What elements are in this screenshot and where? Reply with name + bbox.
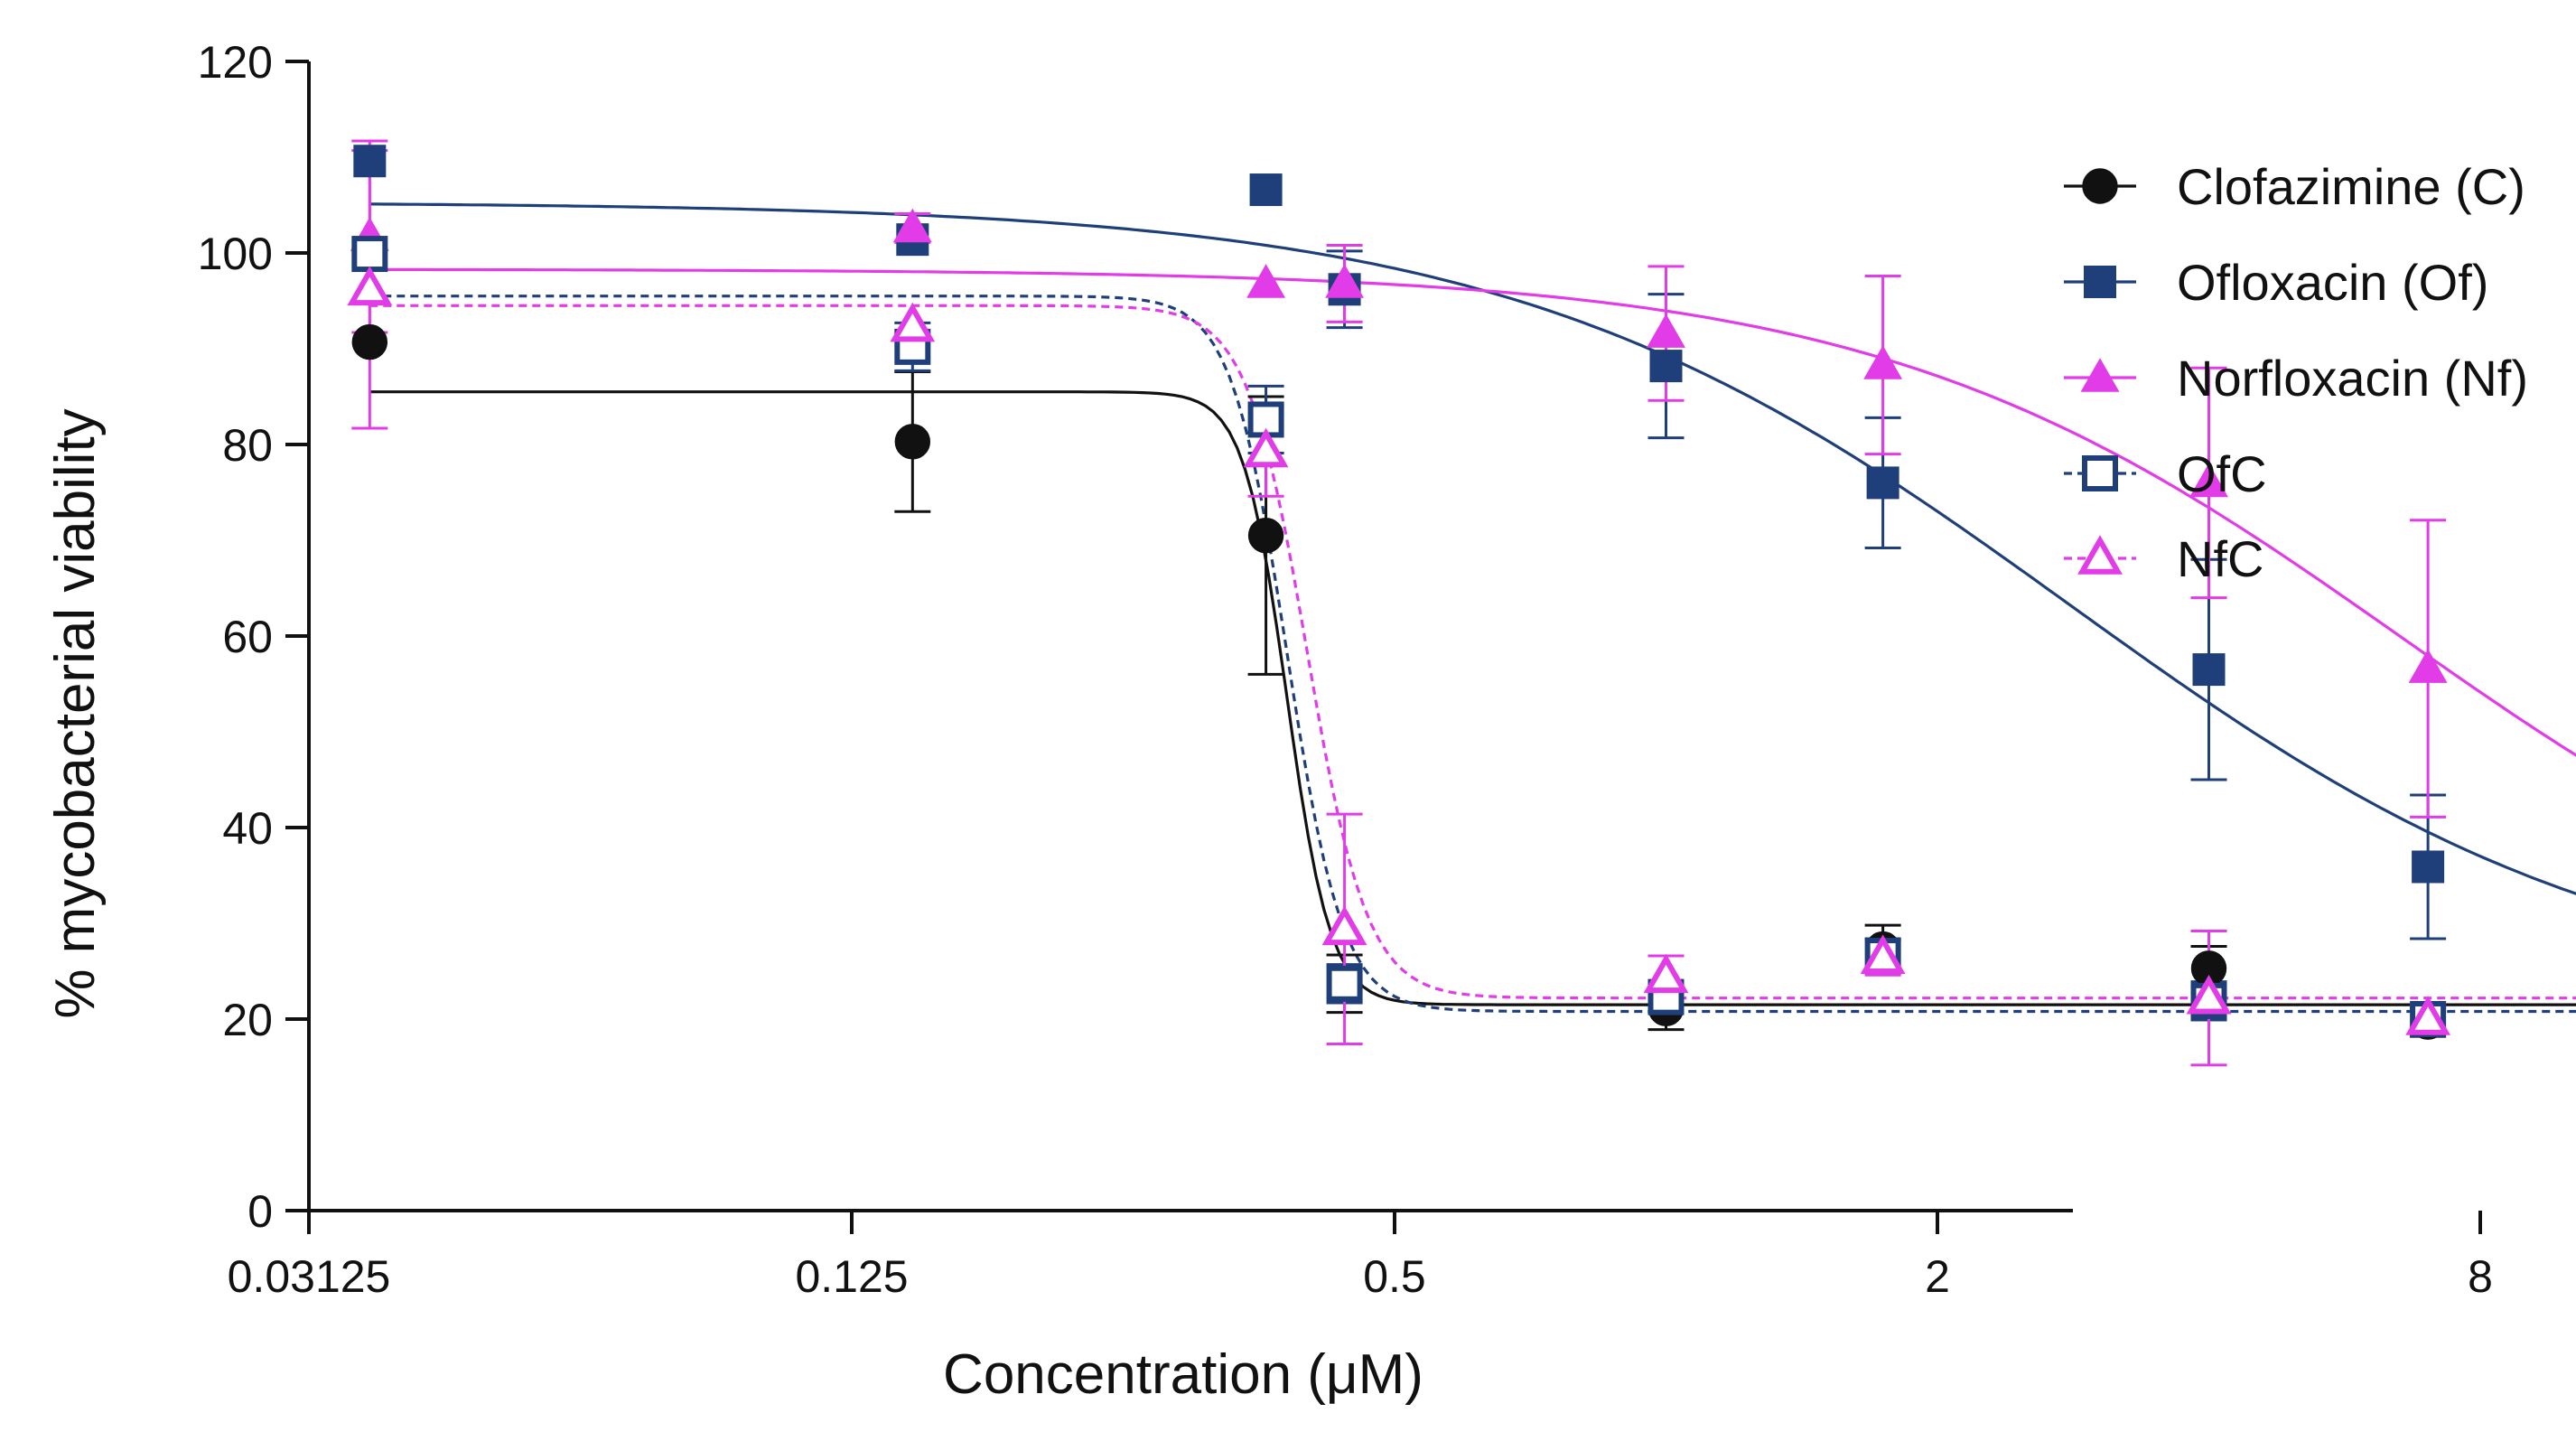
data-point [347, 266, 393, 306]
data-point [1647, 313, 1685, 348]
legend-label: Clofazimine (C) [2177, 158, 2525, 215]
data-point [1863, 345, 1903, 379]
data-point [2186, 974, 2232, 1015]
data-point [2192, 653, 2226, 687]
legend-label: OfC [2177, 445, 2267, 502]
fit-curve [369, 390, 2576, 1006]
data-point [2412, 850, 2445, 884]
data-point [1321, 905, 1367, 946]
legend: Clofazimine (C) Ofloxacin (Of) Norfloxacin… [2064, 158, 2528, 587]
data-points [347, 145, 2450, 1040]
y-tick-label: 20 [222, 995, 273, 1045]
fit-curve [369, 202, 2576, 895]
x-tick-label: 2 [1925, 1251, 1950, 1302]
x-tick-label: 0.125 [795, 1251, 908, 1302]
data-point [2408, 649, 2448, 683]
data-point [1326, 965, 1363, 1002]
data-point [1249, 173, 1283, 207]
data-point [351, 323, 388, 360]
x-tick-label: 0.03125 [228, 1251, 391, 1302]
data-point [1325, 264, 1365, 298]
data-point [1866, 466, 1899, 500]
data-point [351, 236, 388, 273]
legend-marker [2084, 266, 2116, 298]
data-point [1643, 953, 1689, 994]
data-point [353, 145, 387, 178]
y-tick-label: 40 [222, 803, 273, 854]
legend-marker [2080, 358, 2120, 392]
fit-curve [369, 295, 2576, 1014]
fit-curve [369, 304, 2576, 1000]
data-point [890, 302, 936, 342]
x-tick-label: 8 [2468, 1251, 2493, 1302]
fit-curves [369, 202, 2576, 1014]
y-tick-label: 0 [247, 1186, 273, 1237]
data-point [894, 424, 931, 460]
y-tick-label: 120 [198, 37, 273, 88]
y-tick-label: 100 [198, 229, 273, 279]
y-tick-label: 60 [222, 612, 273, 662]
data-point [1649, 350, 1683, 383]
legend-label: Ofloxacin (Of) [2177, 254, 2488, 311]
fit-curve [369, 267, 2576, 757]
data-point [1246, 264, 1286, 298]
legend-marker [2082, 455, 2118, 491]
data-point [1247, 518, 1284, 554]
legend-marker [2082, 168, 2118, 204]
data-point [2189, 463, 2228, 498]
data-point [2405, 996, 2450, 1035]
x-tick-label: 0.5 [1363, 1251, 1426, 1302]
y-axis-title: % mycobacterial viability [44, 408, 107, 1018]
data-point [1860, 934, 1906, 974]
legend-label: NfC [2177, 530, 2263, 587]
data-point [892, 208, 932, 243]
x-axis-title: Concentration (μM) [943, 1343, 1423, 1406]
y-tick-label: 80 [222, 420, 273, 471]
legend-label: Norfloxacin (Nf) [2177, 350, 2528, 407]
data-point [1243, 427, 1289, 468]
legend-marker [2077, 535, 2123, 575]
